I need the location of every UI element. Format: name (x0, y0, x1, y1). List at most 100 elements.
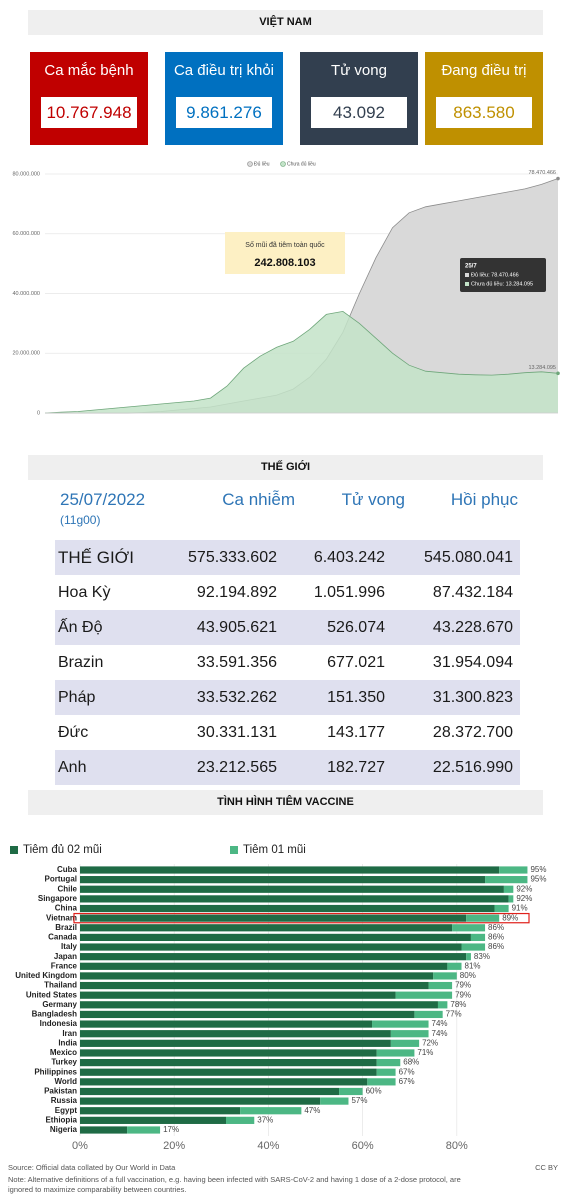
category-label: Canada (48, 933, 77, 942)
vaccination-area-chart: 0 20.000.000 40.000.000 60.000.000 80.000.00… (12, 160, 560, 416)
value-label: 60% (366, 1087, 382, 1096)
cell-country: Ấn Độ (58, 619, 103, 636)
card-value: 43.092 (311, 97, 407, 128)
cell-country: THẾ GIỚI (58, 548, 134, 567)
y-tick-label: 0 (37, 410, 40, 416)
bar-segment (226, 1116, 255, 1124)
value-label: 92% (516, 894, 532, 903)
y-tick-label: 80.000.000 (12, 171, 40, 177)
bar-segment (339, 1087, 363, 1096)
value-label: 83% (474, 952, 490, 961)
tooltip-line: Đủ liều: 78.470.466 (471, 271, 519, 278)
category-label: Philippines (34, 1067, 77, 1076)
bar-segment (466, 914, 500, 922)
tooltip-swatch (465, 282, 469, 286)
category-label: China (55, 904, 78, 913)
table-row: Đức 30.331.131 143.177 28.372.700 (55, 715, 520, 750)
bar-segment (80, 895, 509, 903)
bar-segment (80, 1010, 415, 1019)
category-label: Cuba (57, 865, 78, 874)
cell-value: 575.333.602 (188, 549, 277, 566)
legend-label: Đủ liều (254, 160, 270, 167)
bar-segment (80, 1039, 391, 1047)
legend-label: Tiêm đủ 02 mũi (23, 844, 102, 856)
cell-value: 1.051.996 (313, 584, 385, 601)
bar-segment (80, 991, 396, 999)
category-label: Bangladesh (32, 1010, 77, 1019)
section-header: TÌNH HÌNH TIÊM VACCINE (28, 790, 543, 815)
table-row: Ấn Độ 43.905.621 526.074 43.228.670 (55, 610, 520, 645)
column-header: Ca nhiễm (222, 490, 295, 509)
value-label: 86% (488, 923, 504, 932)
cell-value: 43.228.670 (432, 619, 513, 636)
cell-value: 526.074 (327, 619, 385, 636)
note: Note: Alternative definitions of a full … (8, 1175, 461, 1184)
bar-segment (80, 1107, 241, 1115)
bar-segment (466, 953, 471, 961)
cell-country: Brazin (58, 654, 104, 671)
value-label: 77% (446, 1010, 462, 1019)
category-label: Ethiopia (45, 1115, 77, 1124)
bar-segment (80, 866, 500, 874)
table-row: Brazin 33.591.356 677.021 31.954.094 (55, 645, 520, 680)
bar-segment (80, 885, 504, 893)
bar-segment (390, 1030, 429, 1038)
section-header: THẾ GIỚI (28, 455, 543, 480)
area (45, 178, 558, 413)
annotation-value: 242.808.103 (254, 257, 315, 269)
tooltip-box (460, 258, 546, 292)
cell-value: 87.432.184 (432, 584, 513, 601)
bar-segment (80, 1001, 438, 1009)
category-label: United Kingdom (15, 971, 77, 980)
bar-segment (80, 962, 448, 970)
bar-segment (503, 885, 514, 893)
area (45, 311, 558, 413)
annotation-box (225, 232, 345, 274)
bar-segment (470, 933, 486, 942)
card-value: 10.767.948 (41, 97, 137, 128)
bar-segment (461, 943, 486, 951)
card-value: 9.861.276 (176, 97, 272, 128)
y-tick-label: 20.000.000 (12, 351, 40, 357)
category-label: Thailand (44, 981, 77, 990)
cell-value: 23.212.565 (196, 759, 277, 776)
bar-segment (80, 1116, 227, 1124)
bar-segment (499, 866, 528, 874)
bar-segment (433, 972, 457, 980)
summary-card: Đang điều trị 863.580 (425, 52, 543, 145)
bar-segment (372, 1020, 429, 1028)
source: Source: Official data collated by Our Wo… (8, 1163, 176, 1172)
value-label: 67% (399, 1077, 415, 1086)
column-header: Hồi phục (450, 490, 518, 509)
table-row: Hoa Kỳ 92.194.892 1.051.996 87.432.184 (55, 575, 520, 610)
summary-card: Tử vong 43.092 (300, 52, 418, 145)
value-label: 74% (432, 1019, 448, 1028)
bar-segment (367, 1078, 396, 1086)
bar-segment (447, 962, 462, 970)
table-row: Pháp 33.532.262 151.350 31.300.823 (55, 680, 520, 715)
bar-segment (127, 1126, 161, 1134)
end-label: 13.284.095 (528, 365, 556, 371)
card-value: 863.580 (436, 97, 532, 128)
cell-country: Hoa Kỳ (58, 584, 111, 601)
bar-segment (414, 1010, 443, 1019)
card-label: Ca mắc bệnh (44, 62, 134, 79)
bar-segment (80, 1049, 377, 1057)
bar-segment (508, 895, 514, 903)
vaccine-bar-chart: Tiêm đủ 02 mũi Tiêm 01 mũi 0% 20% 40% 60% 80% C… (10, 844, 546, 1152)
bar-segment (437, 1001, 448, 1009)
value-label: 80% (460, 971, 476, 980)
category-label: World (54, 1077, 77, 1086)
legend-label: Chưa đủ liều (287, 160, 316, 167)
value-label: 79% (455, 981, 471, 990)
cell-value: 33.532.262 (196, 689, 277, 706)
y-tick-label: 40.000.000 (12, 291, 40, 297)
table-row: THẾ GIỚI 575.333.602 6.403.242 545.080.041 (55, 540, 520, 575)
category-label: Pakistan (44, 1087, 77, 1096)
legend-swatch (10, 846, 18, 854)
value-label: 47% (304, 1106, 320, 1115)
value-label: 95% (530, 875, 546, 884)
bar-segment (80, 1078, 368, 1086)
category-label: Egypt (55, 1106, 78, 1115)
bar-segment (80, 1068, 377, 1076)
